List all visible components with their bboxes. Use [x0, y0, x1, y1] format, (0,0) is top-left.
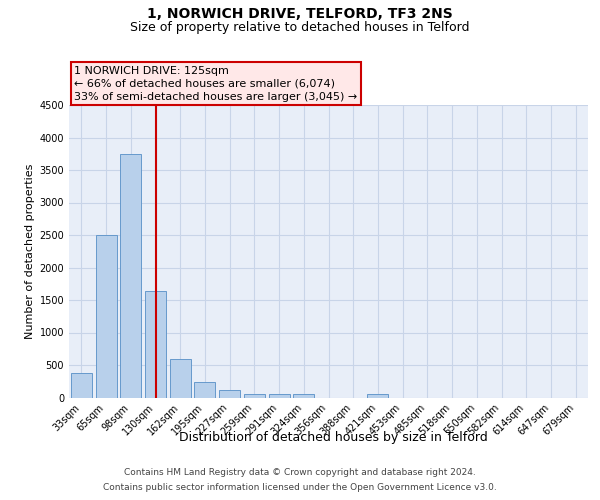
Bar: [269, 394, 290, 398]
Text: Contains HM Land Registry data © Crown copyright and database right 2024.: Contains HM Land Registry data © Crown c…: [124, 468, 476, 477]
Text: 1 NORWICH DRIVE: 125sqm
← 66% of detached houses are smaller (6,074)
33% of semi: 1 NORWICH DRIVE: 125sqm ← 66% of detache…: [74, 66, 358, 102]
Bar: [71, 373, 92, 398]
Bar: [145, 291, 166, 398]
Bar: [194, 382, 215, 398]
Text: Size of property relative to detached houses in Telford: Size of property relative to detached ho…: [130, 21, 470, 34]
Text: 1, NORWICH DRIVE, TELFORD, TF3 2NS: 1, NORWICH DRIVE, TELFORD, TF3 2NS: [147, 8, 453, 22]
Bar: [367, 394, 388, 398]
Y-axis label: Number of detached properties: Number of detached properties: [25, 164, 35, 339]
Text: Contains public sector information licensed under the Open Government Licence v3: Contains public sector information licen…: [103, 483, 497, 492]
Bar: [293, 394, 314, 398]
Text: Distribution of detached houses by size in Telford: Distribution of detached houses by size …: [179, 431, 487, 444]
Bar: [244, 394, 265, 398]
Bar: [120, 154, 141, 398]
Bar: [170, 358, 191, 398]
Bar: [95, 235, 116, 398]
Bar: [219, 390, 240, 398]
